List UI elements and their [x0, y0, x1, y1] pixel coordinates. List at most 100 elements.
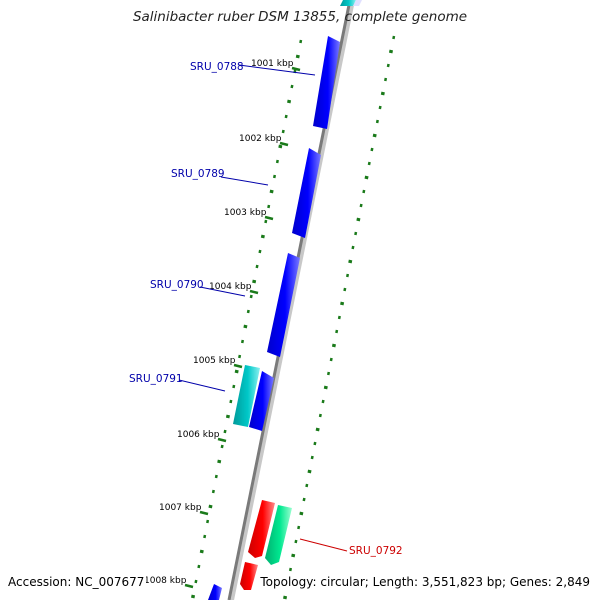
inner-track-dot: [281, 129, 285, 134]
inner-track-dot: [299, 39, 303, 44]
inner-track-dot: [220, 444, 224, 449]
gene-label-leader: [238, 64, 316, 76]
gene-label: SRU_0790: [150, 279, 204, 291]
kbp-tick-label: 1007 kbp: [159, 503, 202, 513]
gene-block-top-white: [353, 0, 362, 6]
inner-track-dot: [199, 549, 204, 554]
inner-track-dot: [258, 249, 262, 254]
inner-track-dot: [284, 114, 288, 119]
inner-track-dot: [246, 309, 250, 314]
outer-track-dot: [343, 287, 347, 292]
outer-track-dot: [356, 217, 361, 222]
outer-track-dot: [364, 175, 369, 180]
gene-red-2: [240, 562, 258, 590]
outer-track-dot: [372, 133, 377, 138]
inner-track-dot: [214, 474, 218, 479]
outer-track-dot: [323, 385, 328, 390]
inner-track-dot: [223, 429, 227, 434]
gene-label-leader: [220, 176, 269, 186]
gene-label: SRU_0788: [190, 61, 244, 73]
inner-track-dot: [240, 339, 245, 344]
inner-track-dot: [197, 564, 201, 569]
inner-track-dot: [234, 369, 239, 374]
outer-track-dot: [380, 91, 385, 96]
outer-track-dot: [299, 511, 304, 516]
kbp-tick-label: 1008 kbp: [144, 576, 187, 586]
inner-track-dot: [229, 399, 233, 404]
inner-track-dot: [208, 504, 213, 509]
inner-track-dot: [238, 354, 242, 359]
outer-track-dot: [335, 329, 339, 334]
inner-track-dot: [194, 579, 198, 584]
map-title: Salinibacter ruber DSM 13855, complete g…: [132, 9, 468, 25]
inner-track-dot: [269, 189, 274, 194]
kbp-tick-label: 1005 kbp: [193, 356, 236, 366]
kbp-tick-mark: [199, 510, 209, 516]
kbp-tick-mark: [279, 141, 289, 147]
inner-track-dot: [203, 534, 207, 539]
outer-track-dot: [386, 63, 390, 68]
inner-track-dot: [290, 84, 294, 89]
outer-track-dot: [294, 539, 298, 544]
outer-track-dot: [318, 413, 322, 418]
outer-track-dot: [288, 567, 293, 572]
outer-track-dot: [321, 399, 325, 404]
outer-track-dot: [384, 77, 388, 82]
outer-track-dot: [297, 525, 301, 530]
inner-track-dot: [191, 594, 196, 599]
outer-track-dot: [378, 105, 382, 110]
gene-bottom-blue: [208, 584, 222, 600]
outer-track-dot: [370, 147, 374, 152]
inner-track-dot: [264, 219, 268, 224]
outer-track-dot: [354, 231, 358, 236]
outer-track-dot: [326, 371, 331, 376]
kbp-ticks: 1001 kbp 1002 kbp 1003 kbp 1004 kbp 1005 kbp…: [144, 59, 301, 589]
kbp-tick-mark: [249, 289, 259, 295]
inner-track-dot: [295, 54, 300, 59]
outer-track-dot: [331, 343, 336, 348]
gene-label-leader: [299, 538, 348, 552]
outer-track-dot: [346, 273, 350, 278]
inner-track-dot: [252, 279, 257, 284]
inner-track-dot: [243, 324, 248, 329]
gene-sru-0788: [313, 36, 340, 129]
kbp-tick-label: 1002 kbp: [239, 134, 282, 144]
outer-track-dot: [305, 483, 309, 488]
topology-label: Topology: circular; Length: 3,551,823 bp…: [258, 574, 592, 590]
inner-track-dot: [275, 159, 279, 164]
gene-sru-0792: [265, 505, 292, 565]
inner-track-dot: [267, 204, 271, 209]
outer-track-dot: [362, 189, 366, 194]
outer-track-dot: [291, 553, 296, 558]
inner-dotted-track: [191, 39, 303, 599]
kbp-tick-mark: [291, 66, 301, 72]
gene-label: SRU_0792: [349, 545, 403, 557]
gene-sru-0791: [249, 371, 274, 431]
kbp-tick-mark: [184, 583, 194, 589]
inner-track-dot: [260, 234, 265, 239]
outer-track-dot: [348, 259, 353, 264]
outer-track-dot: [302, 497, 306, 502]
inner-track-dot: [232, 384, 236, 389]
kbp-tick-label: 1004 kbp: [209, 282, 252, 292]
outer-track-dot: [375, 119, 379, 124]
kbp-tick-label: 1006 kbp: [177, 430, 220, 440]
outer-track-dot: [329, 357, 333, 362]
outer-track-dot: [337, 315, 341, 320]
inner-track-dot: [278, 144, 283, 149]
kbp-tick-mark: [217, 437, 227, 443]
gene-labels: SRU_0788 SRU_0789 SRU_0790 SRU_0791 SRU_0792: [129, 61, 403, 557]
outer-track-dot: [392, 35, 396, 40]
gene-sru-0789: [292, 148, 321, 238]
outer-track-dot: [359, 203, 363, 208]
outer-track-dot: [388, 49, 394, 54]
inner-track-dot: [255, 264, 259, 269]
inner-track-dot: [287, 99, 292, 104]
gene-label: SRU_0789: [171, 168, 225, 180]
inner-track-dot: [225, 414, 230, 419]
outer-track-dot: [307, 469, 312, 474]
gene-block-top-cyan: [340, 0, 356, 6]
gene-red-1: [248, 500, 275, 558]
inner-track-dot: [249, 294, 253, 299]
